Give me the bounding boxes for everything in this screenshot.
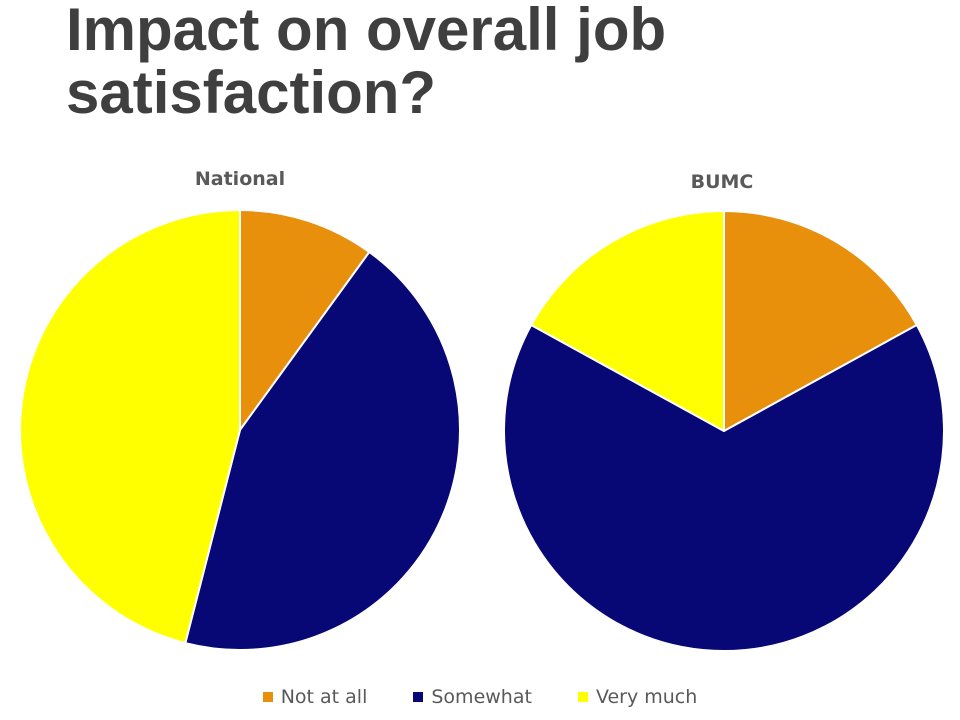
pie-slice-national-not-at-all xyxy=(239,209,371,431)
slide-title: Impact on overall job satisfaction? xyxy=(66,0,667,126)
pie-slice-bumc-very-much xyxy=(530,210,725,432)
legend-item-very-much: Very much xyxy=(577,686,698,708)
legend-swatch-not-at-all xyxy=(262,692,273,702)
chart-legend: Not at all Somewhat Very much xyxy=(0,680,960,714)
pie-slice-bumc-somewhat xyxy=(503,324,945,652)
legend-swatch-very-much xyxy=(577,692,588,702)
legend-label-somewhat: Somewhat xyxy=(431,686,532,708)
legend-item-not-at-all: Not at all xyxy=(262,686,368,708)
pie-chart-bumc: BUMC xyxy=(503,171,945,652)
chart-title-national: National xyxy=(195,168,285,190)
pie-slice-bumc-not-at-all xyxy=(723,210,918,432)
chart-title-bumc: BUMC xyxy=(691,171,754,193)
legend-label-very-much: Very much xyxy=(595,686,698,708)
legend-item-somewhat: Somewhat xyxy=(413,686,532,708)
legend-swatch-somewhat xyxy=(413,692,424,702)
pie-slice-national-very-much xyxy=(19,209,241,645)
pie-slice-national-somewhat xyxy=(184,251,461,651)
pie-chart-national: National xyxy=(19,168,461,651)
legend-label-not-at-all: Not at all xyxy=(280,686,368,708)
